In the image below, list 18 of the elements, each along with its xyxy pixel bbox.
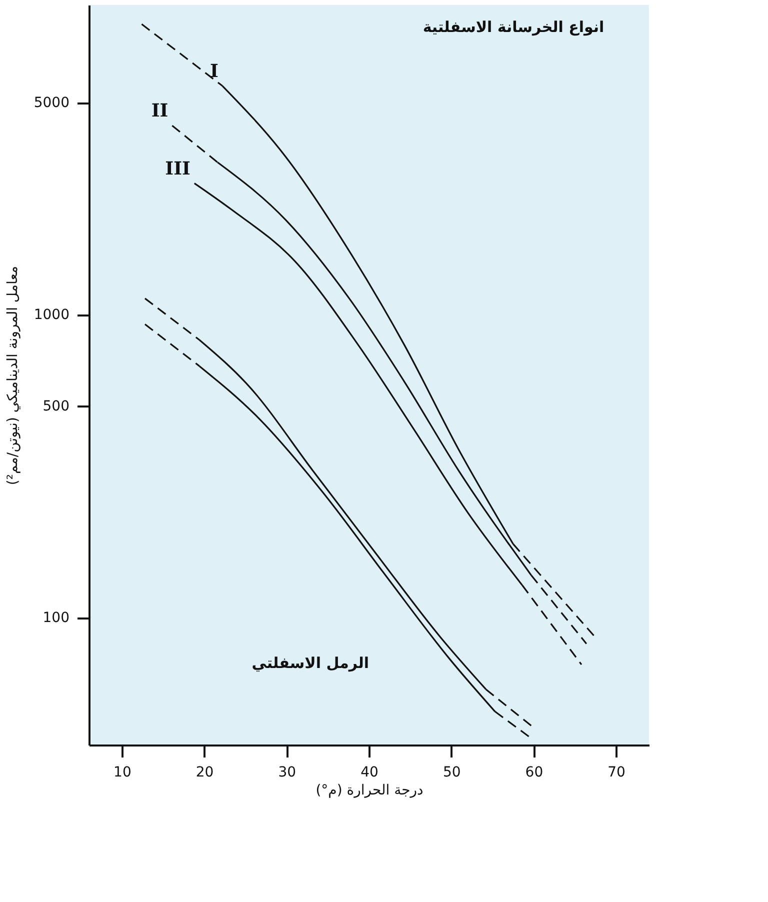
x-tick-label: 50 [442, 764, 461, 780]
x-tick-label: 20 [196, 764, 214, 780]
annotation: الرمل الاسفلتي [252, 654, 369, 672]
x-tick-label: 40 [360, 764, 378, 780]
annotation: انواع الخرسانة الاسفلتية [422, 18, 604, 36]
y-tick-label: 100 [42, 610, 70, 626]
x-axis-title: درجة الحرارة (م°) [316, 782, 424, 798]
x-tick-label: 70 [608, 764, 626, 780]
x-tick-label: 30 [278, 764, 296, 780]
x-tick-label: 60 [525, 764, 544, 780]
y-tick-label: 500 [42, 398, 70, 414]
y-tick-label: 5000 [34, 95, 70, 112]
x-tick-label: 10 [114, 764, 132, 780]
series-label: I [210, 60, 218, 82]
y-tick-label: 1000 [34, 307, 70, 324]
series-label: II [151, 100, 168, 122]
series-label: III [165, 158, 190, 180]
y-axis-title: معامل المرونة الديناميكي (نيوتن/مم²) [4, 266, 21, 486]
